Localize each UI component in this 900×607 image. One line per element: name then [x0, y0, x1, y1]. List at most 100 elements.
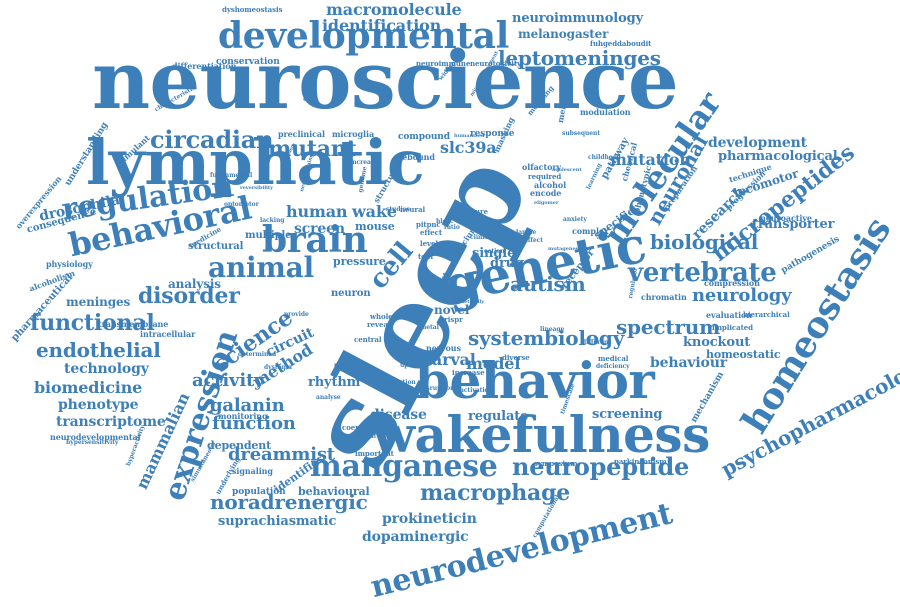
word-manganese: manganese — [310, 449, 498, 484]
word-drug: drug — [490, 256, 524, 271]
word-preclinical: preclinical — [278, 129, 325, 139]
word-structural: structural — [188, 241, 244, 252]
word-macrophage: macrophage — [420, 480, 571, 506]
word-transcriptome: transcriptome — [56, 414, 166, 430]
word-identification: identification — [322, 16, 442, 35]
word-genetically: genetically — [454, 299, 485, 305]
word-disorder: disorder — [138, 283, 240, 309]
word-encode: encode — [530, 188, 562, 198]
word-compound: compound — [398, 132, 450, 142]
word-rhythm: rhythm — [308, 375, 361, 390]
word-conservation: conservation — [216, 57, 280, 67]
word-central: central — [354, 335, 382, 344]
word-neurodevelopmental: neurodevelopmental — [50, 432, 141, 442]
word-effect: effect — [420, 228, 443, 237]
word-anxiety: anxiety — [563, 216, 587, 223]
word-pitpnc: pitpnc — [416, 220, 441, 229]
word-crispr: crispr — [440, 315, 463, 324]
word-human: human — [286, 202, 348, 221]
word-identity: identity — [396, 352, 426, 361]
word-subsequent: subsequent — [562, 130, 601, 137]
word-induction: induction — [384, 379, 416, 386]
word-clinical: clinical — [470, 234, 495, 241]
word-increased: increased — [350, 159, 383, 166]
word-coeruleus: coeruleus — [342, 423, 380, 432]
word-autism: autism — [510, 272, 586, 296]
word-alcohol: alcohol — [534, 180, 567, 190]
word-vertebrate: vertebrate — [628, 258, 777, 288]
word-feature: feature — [460, 207, 488, 216]
word-metal: metal — [420, 324, 439, 331]
word-light: light — [446, 292, 465, 301]
word-novel: novel — [434, 303, 470, 317]
word-galanin: galanin — [210, 395, 285, 416]
word-neuropeptide: neuropeptide — [512, 452, 690, 481]
word-protein: protein — [334, 362, 359, 369]
word-neuroactive: neuroactive — [760, 213, 812, 223]
word-medical: medical — [598, 354, 629, 363]
word-complex: complex — [572, 226, 609, 236]
word-neuroimmune: neuroimmune — [416, 59, 471, 68]
word-disruption: disruption — [420, 385, 455, 392]
word-whole: whole — [370, 312, 393, 321]
word-ratio: ratio — [444, 224, 460, 231]
word-optomotor: optomotor — [224, 201, 259, 208]
word-hlecc: hlecc — [436, 218, 454, 225]
word-important: important — [355, 449, 394, 458]
word-wake: wake — [352, 202, 397, 221]
word-olfactory: olfactory — [522, 162, 562, 172]
word-mutation: mutation — [610, 150, 691, 169]
word-developmental: developmental — [218, 15, 509, 57]
word-screening: screening — [592, 407, 663, 422]
word-animal: animal — [208, 251, 314, 284]
word-brain: brain — [262, 219, 368, 261]
word-melanogaster: melanogaster — [518, 27, 609, 41]
word-biomedicine: biomedicine — [34, 378, 143, 397]
word-neuroscience: neuroscience — [92, 33, 679, 127]
word-single: single — [472, 246, 516, 261]
word-modulation: modulation — [580, 107, 631, 117]
word-childhood: childhood — [588, 154, 621, 161]
word-dependent: dependent — [207, 439, 272, 452]
word-systembiology: systembiology — [468, 326, 625, 350]
word-adolescent: adolescent — [552, 167, 582, 173]
word-larvae: larvae — [516, 229, 537, 236]
word-parkinsonism: parkinsonism — [614, 457, 667, 466]
word-activation: activation — [460, 387, 493, 394]
word-spectrum: spectrum — [616, 315, 721, 339]
word-biological: biological — [650, 230, 759, 254]
word-fuhgeddaboudit: fuhgeddaboudit — [590, 39, 652, 48]
word-screen: screen — [294, 221, 345, 237]
word-determined: determined — [238, 351, 277, 358]
word-type: type — [394, 342, 411, 351]
word-microglia: microglia — [332, 129, 375, 139]
word-physiology: physiology — [46, 259, 93, 269]
word-disease: disease — [370, 407, 427, 423]
word-response: response — [470, 129, 515, 139]
word-symposium: symposium — [534, 459, 578, 468]
word-differentiation: differentiation — [172, 61, 237, 71]
word-mouse: mouse — [355, 220, 395, 233]
word-neurotoxicity: neurotoxicity — [470, 59, 522, 68]
word-transporter: transporter — [752, 217, 835, 232]
word-diverse: diverse — [502, 353, 530, 362]
word-studies: studies — [386, 206, 410, 213]
word-fundamental: fundamental — [210, 172, 253, 179]
word-leptomeninges: leptomeninges — [498, 46, 661, 70]
word-knockout: knockout — [683, 335, 751, 350]
word-reveal: reveal — [367, 320, 391, 329]
word-suprachiasmatic: suprachiasmatic — [218, 514, 337, 529]
word-behavior: behavior — [415, 351, 655, 410]
word-technology: technology — [64, 361, 149, 377]
word-development: development — [708, 135, 808, 151]
word-homeostatic: homeostatic — [706, 348, 781, 361]
word-analyse: analyse — [316, 394, 341, 401]
word-population: population — [232, 487, 286, 497]
word-provide: provide — [284, 311, 309, 318]
word-nervous: nervous — [426, 343, 461, 353]
word-prokineticin: prokineticin — [382, 511, 477, 527]
word-noradrenergic: noradrenergic — [210, 490, 368, 514]
word-macromolecule: macromolecule — [326, 0, 462, 19]
word-neuron: neuron — [331, 288, 371, 299]
word-wakefulness: wakefulness — [372, 405, 710, 464]
